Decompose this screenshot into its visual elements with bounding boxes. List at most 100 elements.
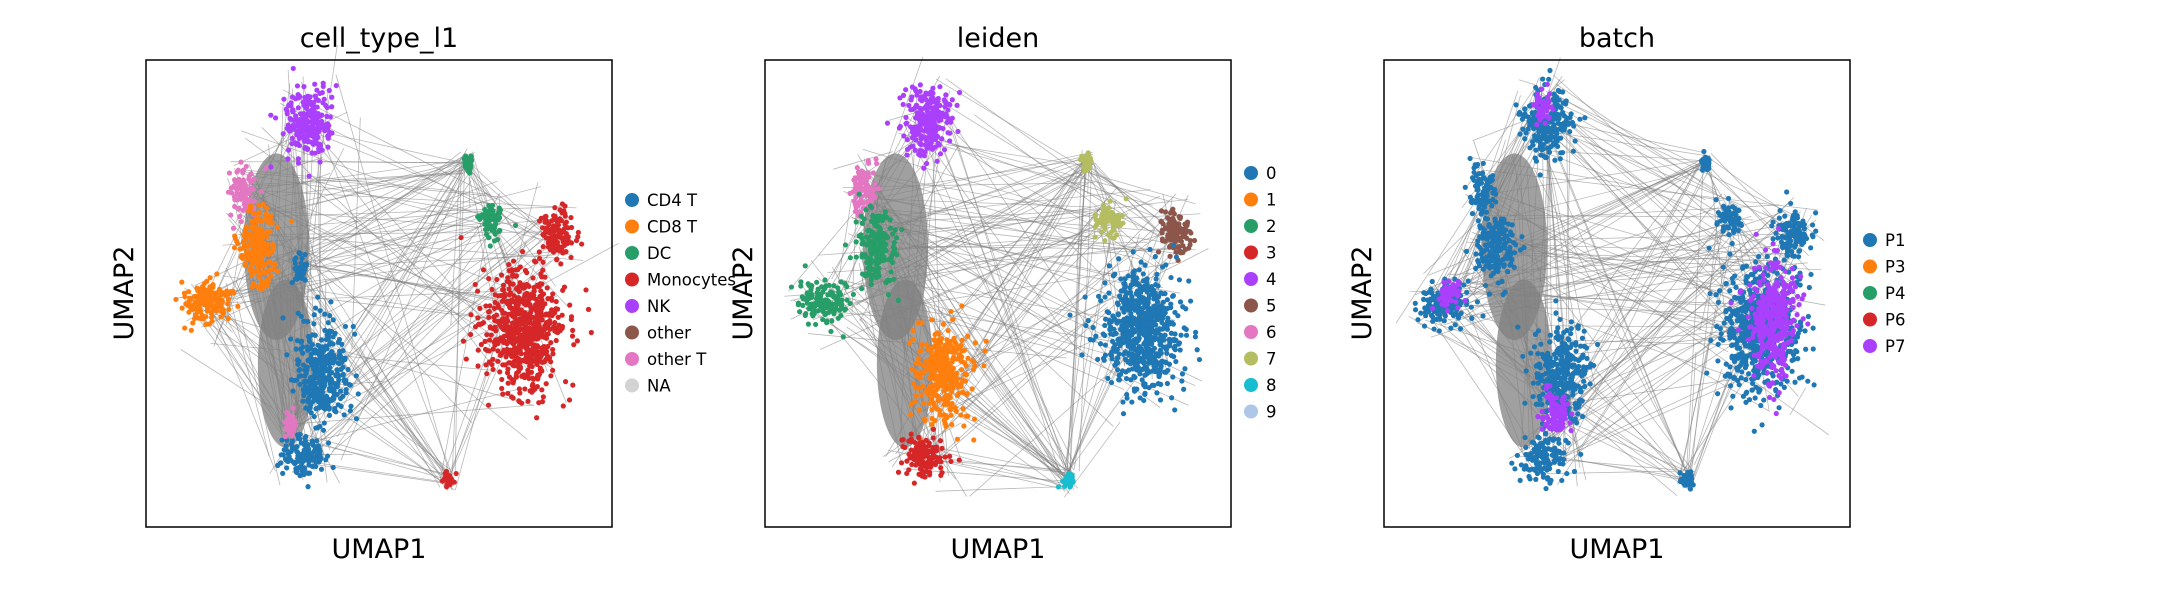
data-point: [1144, 279, 1150, 285]
data-point: [541, 231, 547, 238]
data-point: [1121, 351, 1127, 357]
data-point: [237, 213, 243, 220]
data-point: [1142, 331, 1148, 337]
data-point: [256, 274, 262, 280]
data-point: [928, 455, 934, 461]
legend-label: other: [647, 324, 691, 343]
data-point: [1085, 318, 1091, 324]
legend-marker: [1244, 192, 1258, 207]
data-point: [929, 99, 935, 105]
data-point: [252, 229, 258, 235]
data-point: [960, 406, 966, 412]
edge-line: [443, 241, 527, 475]
data-point: [933, 392, 940, 398]
data-point: [528, 294, 534, 300]
data-point: [934, 97, 940, 103]
data-point: [340, 371, 346, 377]
data-point: [342, 323, 349, 330]
data-point: [323, 457, 329, 463]
data-point: [487, 325, 493, 331]
data-point: [248, 263, 254, 269]
data-point: [202, 291, 208, 297]
data-point: [529, 358, 535, 365]
data-point: [1067, 312, 1073, 318]
data-point: [1170, 374, 1176, 380]
data-point: [467, 167, 473, 173]
data-point: [800, 302, 806, 308]
data-point: [1159, 236, 1165, 242]
data-point: [560, 235, 567, 242]
data-point: [912, 439, 918, 446]
data-point: [936, 110, 942, 116]
data-point: [243, 249, 250, 255]
data-point: [937, 84, 943, 90]
data-point: [216, 286, 223, 292]
data-point: [472, 281, 478, 288]
data-point: [876, 224, 882, 230]
data-point: [311, 413, 317, 420]
data-point: [912, 398, 918, 405]
data-point: [290, 405, 296, 411]
data-point: [947, 138, 953, 144]
data-point: [953, 408, 959, 414]
data-point: [281, 96, 287, 102]
data-point: [1135, 355, 1142, 361]
data-point: [916, 122, 923, 129]
data-point: [525, 398, 531, 404]
data-point: [308, 351, 314, 358]
data-point: [538, 353, 544, 360]
data-point: [798, 279, 804, 285]
data-point: [937, 438, 944, 444]
edge-line: [974, 114, 1112, 218]
legend-label: 5: [1266, 297, 1277, 316]
data-point: [1070, 478, 1076, 484]
data-point: [876, 273, 882, 279]
data-point: [328, 299, 334, 305]
data-point: [863, 178, 869, 184]
edge-line: [871, 263, 1189, 406]
data-point: [493, 221, 499, 227]
data-point: [317, 391, 323, 398]
data-point: [311, 383, 318, 390]
edge-line: [282, 89, 554, 228]
data-point: [1113, 318, 1120, 324]
data-point: [520, 299, 526, 305]
data-point: [802, 263, 808, 269]
data-point: [1158, 219, 1164, 225]
data-point: [1134, 275, 1140, 281]
data-point: [815, 301, 821, 308]
edge-line: [937, 308, 1066, 493]
edge-line: [236, 301, 281, 486]
data-point: [297, 251, 303, 257]
data-point: [814, 279, 820, 285]
data-point: [532, 305, 539, 311]
legend-label: NA: [647, 377, 671, 396]
data-point: [198, 294, 204, 300]
data-point: [926, 440, 932, 446]
data-point: [296, 373, 302, 379]
data-point: [931, 337, 937, 343]
data-point: [289, 433, 295, 439]
data-point: [317, 159, 323, 165]
data-point: [913, 102, 920, 108]
edge-line: [288, 404, 534, 425]
data-point: [954, 436, 961, 442]
data-point: [303, 125, 309, 131]
data-point: [533, 354, 539, 360]
data-point: [1123, 375, 1130, 382]
data-point: [949, 97, 955, 103]
data-point: [887, 277, 893, 283]
data-point: [264, 268, 271, 274]
data-point: [312, 447, 318, 453]
data-point: [485, 218, 492, 224]
data-point: [936, 118, 942, 124]
data-point: [924, 145, 930, 151]
data-point: [897, 123, 903, 130]
data-point: [253, 211, 259, 217]
data-point: [555, 222, 561, 229]
data-point: [806, 296, 812, 302]
data-point: [312, 332, 318, 338]
data-point: [1118, 326, 1124, 332]
data-point: [1114, 300, 1121, 306]
data-point: [937, 336, 943, 342]
